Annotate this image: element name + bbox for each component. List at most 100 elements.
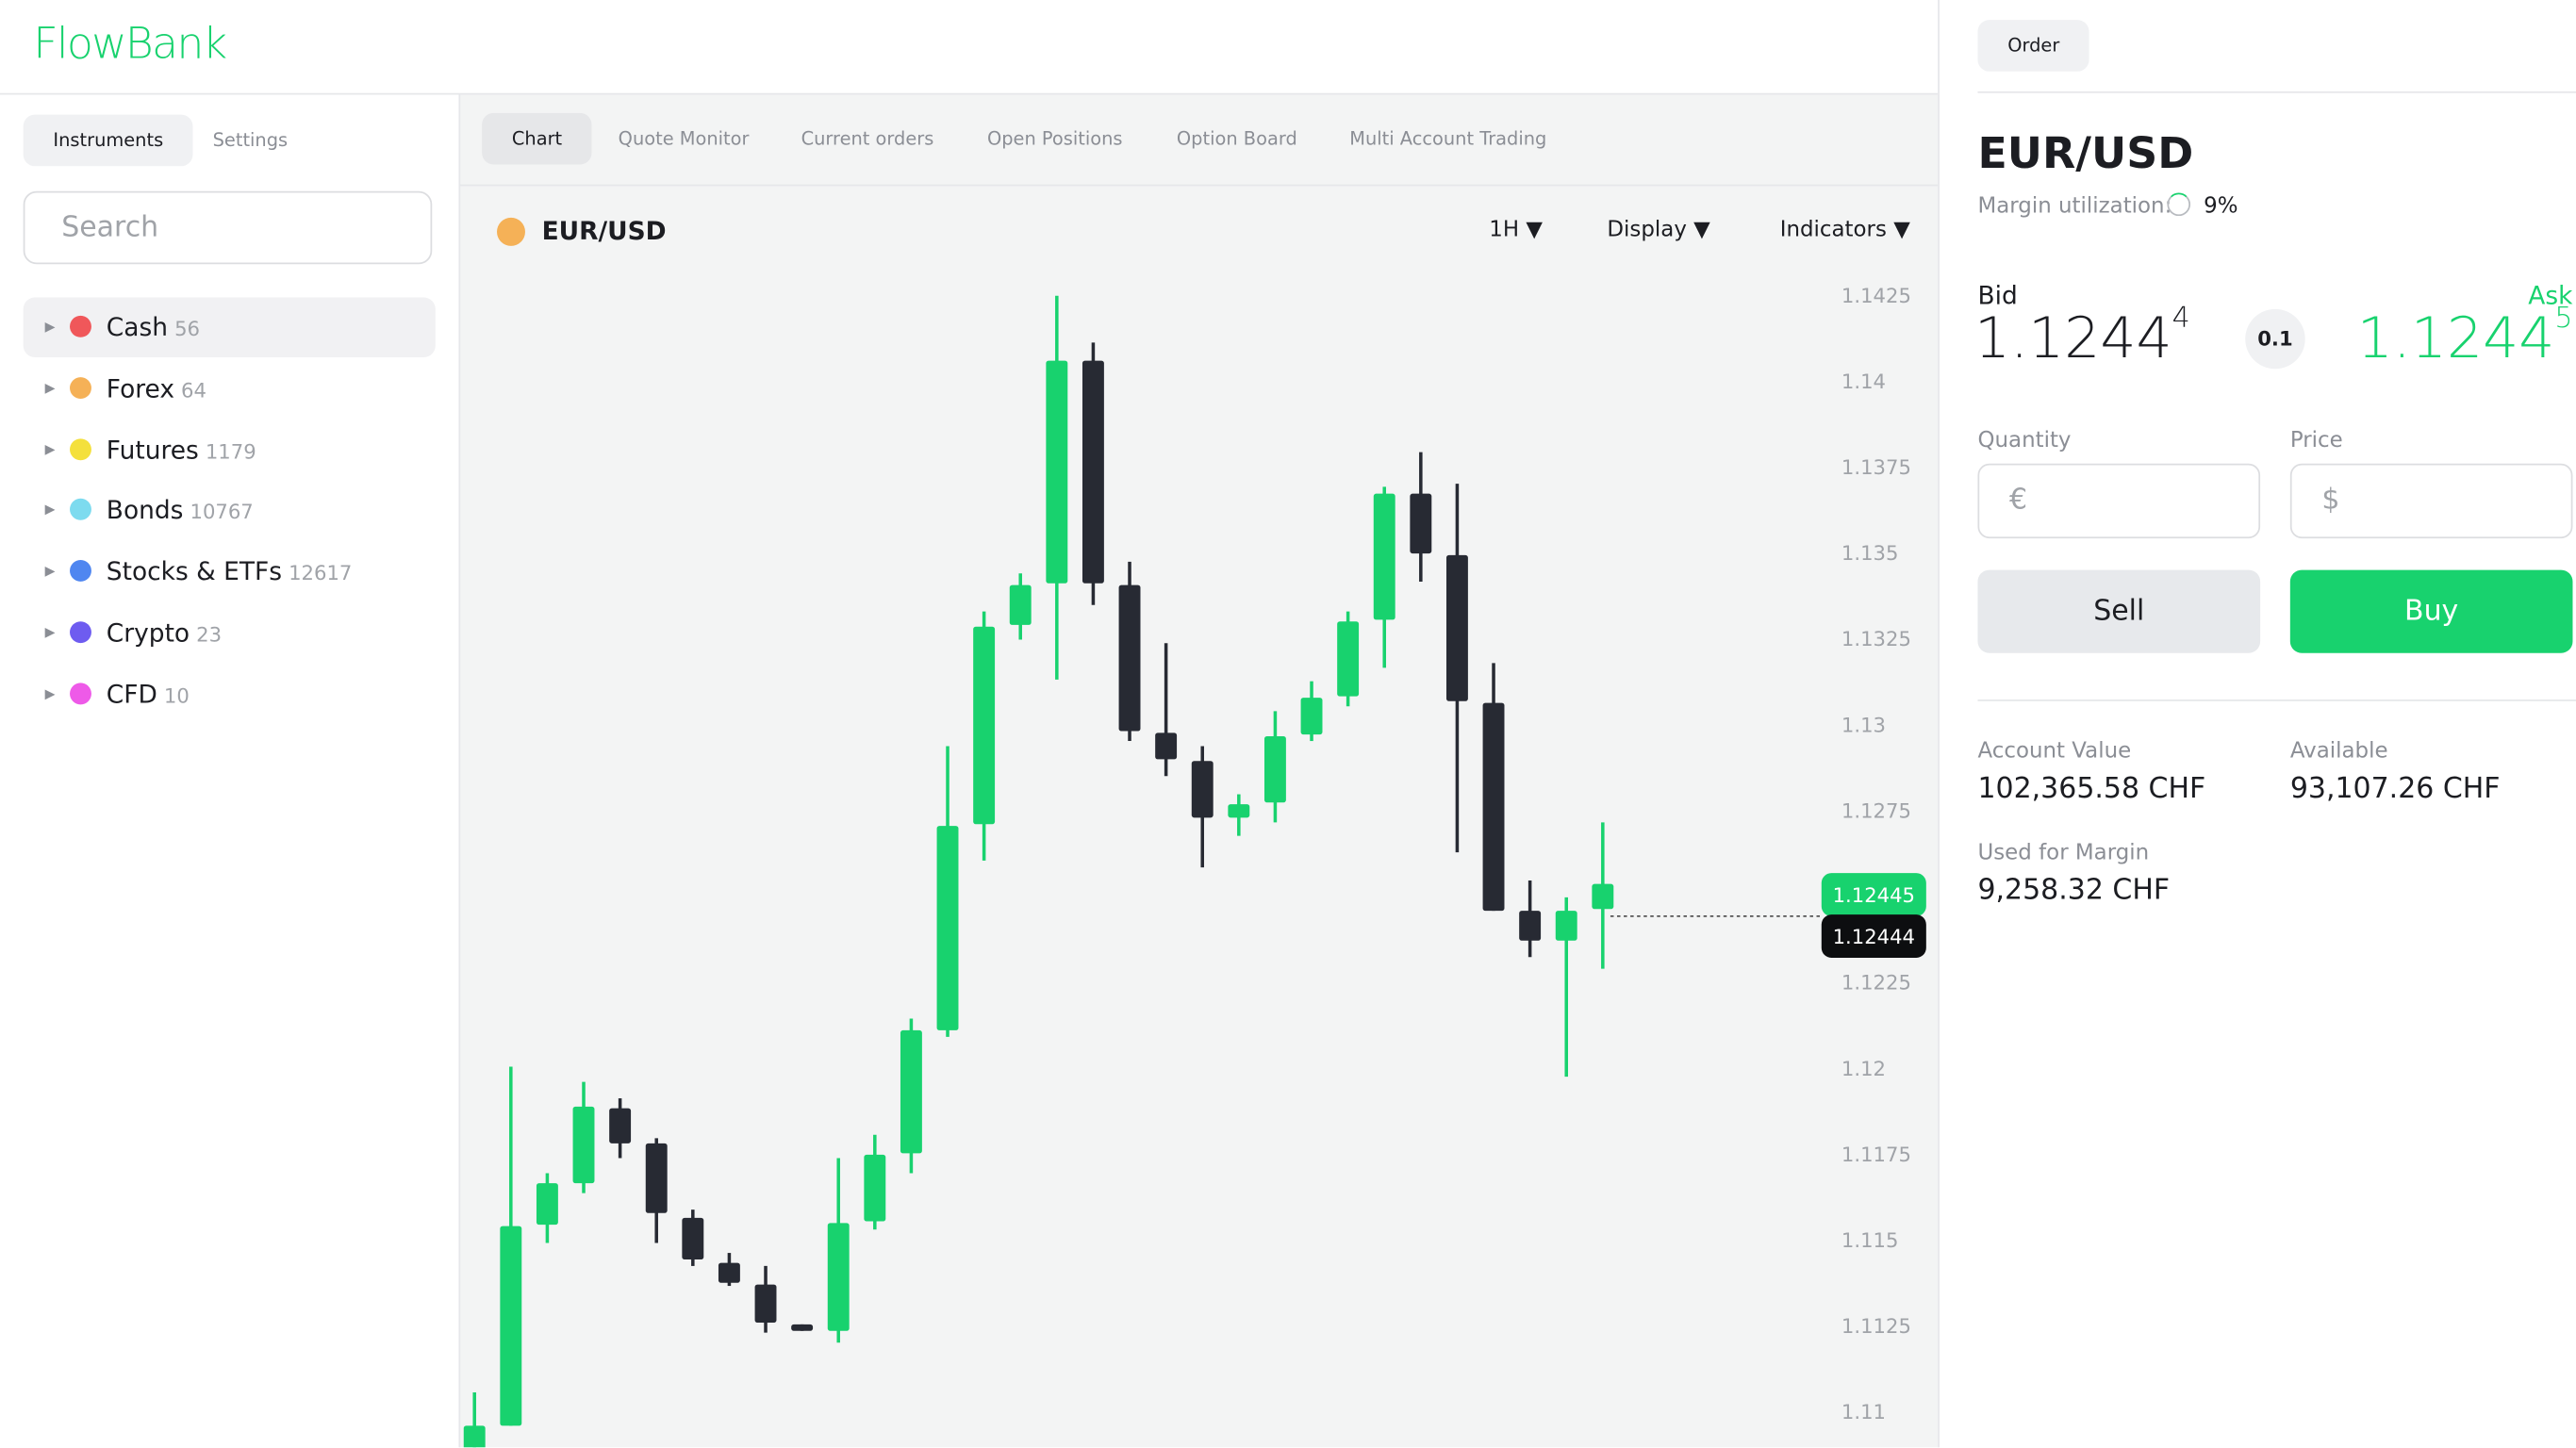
candle-body [645, 1143, 668, 1213]
candle-body [1445, 554, 1468, 701]
category-dot [70, 437, 91, 460]
category-dot [70, 315, 91, 337]
category-row[interactable]: ▶ Cash 56 [23, 297, 436, 359]
category-name: Cash 56 [107, 298, 200, 359]
used-margin-label: Used for Margin [1977, 840, 2150, 866]
category-label: Futures [106, 435, 199, 465]
expand-arrow: ▶ [44, 502, 56, 518]
spread: 0.1 [2245, 308, 2305, 370]
symbol-dot [497, 217, 525, 246]
candle-body [791, 1324, 814, 1331]
category-row[interactable]: ▶ Stocks & ETFs 12617 [24, 542, 436, 601]
chart: 1.1425 1.14 1.1375 1.135 1.1325 1.13 1.1275 1.1… [463, 284, 1926, 1448]
tab[interactable]: Current orders [801, 127, 934, 150]
category-dot [70, 560, 91, 583]
tab[interactable]: Chart [482, 112, 592, 165]
category-count: 1179 [205, 439, 256, 464]
y-tick-label: 1.115 [1841, 1228, 1899, 1252]
margin-value: 9% [2204, 194, 2238, 220]
tab[interactable]: Option Board [1176, 127, 1297, 150]
y-tick-label: 1.1425 [1841, 284, 1911, 307]
quantity-input[interactable]: € [1977, 463, 2261, 539]
y-tick-label: 1.12 [1841, 1057, 1886, 1080]
candle-body [973, 626, 996, 825]
candle-body [718, 1262, 740, 1283]
category-label: Crypto [106, 617, 190, 649]
candle-body [1009, 584, 1032, 625]
category-row[interactable]: ▶ Futures 1179 [24, 420, 436, 479]
sidebar-tab[interactable]: Settings [212, 129, 289, 152]
price-input[interactable]: $ [2289, 463, 2573, 539]
y-tick-label: 1.14 [1841, 370, 1886, 393]
order-panel: Order EUR/USD Margin utilization: 9% Bid… [1938, 0, 2576, 1448]
control-label: Indicators [1779, 217, 1887, 243]
bid-pip: 4 [2171, 302, 2190, 337]
sidebar-tab[interactable]: Instruments [23, 114, 193, 167]
candle-body [936, 826, 959, 1030]
tab[interactable]: Open Positions [986, 127, 1123, 150]
y-tick-label: 1.11 [1841, 1400, 1886, 1423]
control[interactable]: Display ▼ [1607, 217, 1710, 243]
y-tick-label: 1.1125 [1841, 1314, 1911, 1338]
candle-body [1155, 732, 1178, 760]
category-count: 10 [163, 683, 190, 708]
category-dot [70, 376, 91, 399]
category-row[interactable]: ▶ Crypto 23 [24, 603, 436, 663]
ask-label-bg [1821, 873, 1926, 916]
expand-arrow: ▶ [44, 441, 56, 456]
candle-body [1410, 493, 1432, 554]
candle-body [864, 1154, 886, 1222]
ask-label: Ask [2528, 280, 2573, 311]
candle-body [1263, 735, 1286, 803]
control[interactable]: 1H ▼ [1489, 217, 1544, 243]
available: 93,107.26 CHF [2289, 772, 2501, 806]
logo[interactable]: FlowBank [33, 20, 227, 71]
candle-body [1555, 911, 1577, 941]
ask-pip: 5 [2554, 302, 2573, 337]
ask-main: 1.1244 [2356, 305, 2555, 372]
control-label: 1H [1489, 217, 1520, 243]
category-row[interactable]: ▶ CFD 10 [24, 665, 436, 724]
control[interactable]: Indicators ▼ [1779, 217, 1910, 243]
expand-arrow: ▶ [44, 685, 56, 701]
available-label: Available [2289, 739, 2388, 765]
candle-body [1482, 702, 1505, 912]
bid-main: 1.1244 [1973, 305, 2172, 372]
control-label: Display [1607, 217, 1687, 243]
divider [1977, 90, 2576, 93]
category-row[interactable]: ▶ Forex 64 [24, 358, 436, 418]
candle-body [1046, 360, 1068, 584]
candle-body [572, 1106, 595, 1184]
category-row[interactable]: ▶ Bonds 10767 [24, 481, 436, 540]
search-input[interactable]: Search [23, 190, 433, 265]
y-tick-label: 1.1375 [1841, 455, 1911, 479]
category-name: Futures 1179 [107, 420, 256, 481]
category-count: 12617 [289, 562, 353, 585]
bid-price: 1.12444 [1973, 302, 2190, 372]
margin-label: Margin utilization: [1977, 194, 2172, 220]
ask-label: 1.12445 [1833, 883, 1915, 907]
margin-gauge [2167, 192, 2191, 217]
tab[interactable]: Quote Monitor [618, 127, 750, 150]
category-count: 10767 [190, 501, 254, 524]
tab[interactable]: Multi Account Trading [1349, 127, 1547, 150]
category-name: CFD 10 [107, 665, 190, 726]
y-tick-label: 1.135 [1841, 541, 1899, 565]
expand-arrow: ▶ [44, 624, 56, 640]
used-margin: 9,258.32 CHF [1977, 874, 2171, 908]
order-tab[interactable]: Order [1977, 20, 2090, 72]
candle-body [1300, 698, 1323, 735]
y-tick-label: 1.1225 [1841, 971, 1911, 995]
category-dot [70, 683, 91, 704]
category-count: 23 [196, 622, 223, 647]
sell-button[interactable]: Sell [1977, 569, 2261, 653]
candle-body [536, 1183, 558, 1226]
buy-button[interactable]: Buy [2289, 569, 2573, 653]
y-tick-label: 1.1175 [1841, 1143, 1911, 1166]
divider [0, 92, 1939, 95]
candle-body [463, 1425, 486, 1448]
candle-body [1373, 493, 1395, 620]
expand-arrow: ▶ [44, 319, 56, 335]
